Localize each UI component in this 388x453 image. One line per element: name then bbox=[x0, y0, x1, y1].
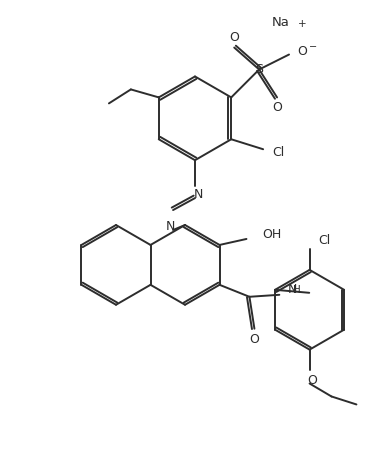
Text: Cl: Cl bbox=[272, 146, 284, 159]
Text: O: O bbox=[297, 45, 307, 58]
Text: O: O bbox=[272, 101, 282, 114]
Text: N: N bbox=[287, 283, 297, 296]
Text: N: N bbox=[193, 188, 203, 201]
Text: O: O bbox=[308, 374, 317, 387]
Text: O: O bbox=[249, 333, 259, 346]
Text: H: H bbox=[293, 285, 301, 295]
Text: S: S bbox=[255, 63, 263, 76]
Text: O: O bbox=[229, 31, 239, 44]
Text: +: + bbox=[298, 19, 306, 29]
Text: OH: OH bbox=[262, 228, 282, 241]
Text: Cl: Cl bbox=[319, 235, 331, 247]
Text: Na: Na bbox=[272, 16, 289, 29]
Text: −: − bbox=[309, 42, 317, 52]
Text: N: N bbox=[165, 220, 175, 232]
